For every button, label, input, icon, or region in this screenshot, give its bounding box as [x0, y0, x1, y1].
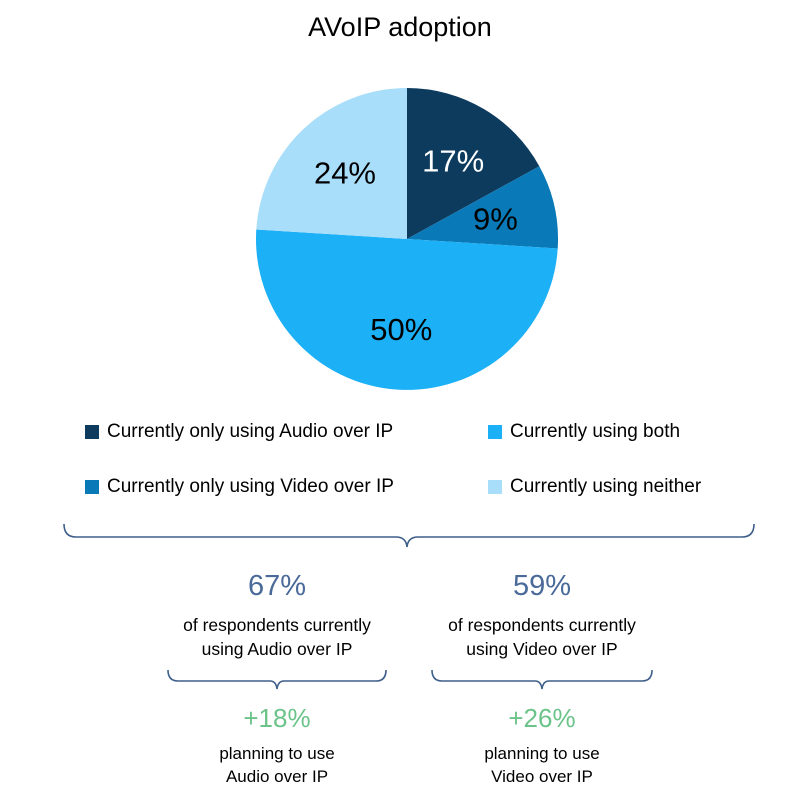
legend-item-both: Currently using both	[488, 421, 680, 443]
video-current-text-2: using Video over IP	[466, 639, 618, 659]
pie-slice-0	[407, 88, 540, 239]
pie-slice-2	[256, 229, 558, 390]
audio-plan-text-1: planning to use	[219, 744, 335, 763]
legend-label-neither: Currently using neither	[510, 476, 702, 497]
video-current-text-1: of respondents currently	[448, 615, 636, 635]
pie-label-2: 50%	[370, 312, 432, 347]
legend-item-video-only: Currently only using Video over IP	[85, 476, 394, 498]
pie-slice-3	[256, 88, 407, 239]
video-plan-pct: +26%	[508, 703, 576, 733]
legend-item-neither: Currently using neither	[488, 476, 701, 498]
video-plan-text-2: Video over IP	[491, 767, 593, 786]
audio-current-text-2: using Audio over IP	[201, 639, 353, 659]
video-plan-text-1: planning to use	[484, 744, 600, 763]
video-stat: 59% of respondents currently using Video…	[417, 570, 667, 661]
pie-chart: 17% 9% 50% 24%	[256, 88, 558, 390]
legend-label-audio-only: Currently only using Audio over IP	[107, 421, 394, 442]
audio-current-text-1: of respondents currently	[183, 615, 371, 635]
pie-label-0: 17%	[422, 144, 484, 179]
video-brace	[431, 669, 653, 690]
video-plan: +26% planning to use Video over IP	[417, 703, 667, 788]
legend-label-video-only: Currently only using Video over IP	[107, 476, 394, 497]
audio-brace	[167, 669, 387, 690]
chart-title: AVoIP adoption	[308, 12, 492, 42]
pie-slice-1	[407, 166, 558, 249]
pie-label-3: 24%	[314, 155, 376, 190]
legend-swatch-neither	[488, 480, 502, 494]
audio-current-pct: 67%	[247, 570, 307, 602]
audio-plan: +18% planning to use Audio over IP	[152, 703, 402, 788]
video-current-pct: 59%	[512, 570, 572, 602]
legend-swatch-both	[488, 425, 502, 439]
legend-swatch-audio-only	[85, 425, 99, 439]
legend-swatch-video-only	[85, 480, 99, 494]
main-brace	[63, 523, 755, 548]
audio-plan-pct: +18%	[243, 703, 311, 733]
audio-stat: 67% of respondents currently using Audio…	[152, 570, 402, 661]
legend-label-both: Currently using both	[510, 421, 681, 442]
legend-item-audio-only: Currently only using Audio over IP	[85, 421, 393, 443]
pie-label-1: 9%	[473, 202, 518, 237]
audio-plan-text-2: Audio over IP	[225, 767, 329, 786]
